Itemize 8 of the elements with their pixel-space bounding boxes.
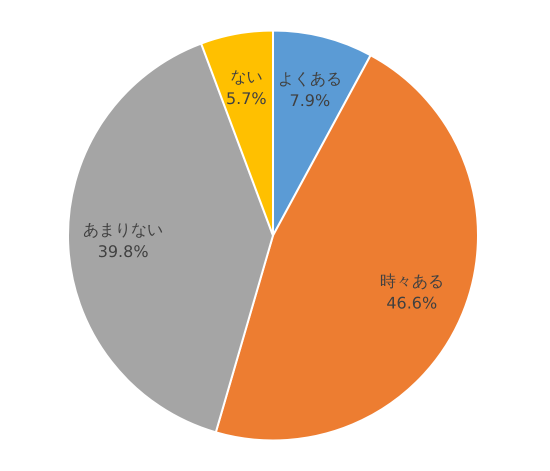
slice-label: よくある: [278, 69, 342, 88]
slice-label: 時々ある: [380, 271, 444, 290]
data-label: 7.9%: [290, 91, 330, 110]
data-label: 46.6%: [386, 293, 438, 312]
data-label: 5.7%: [226, 88, 267, 108]
slice-label: ない: [230, 66, 262, 86]
slice-label: あまりない: [83, 220, 164, 240]
data-label: 39.8%: [98, 242, 149, 262]
